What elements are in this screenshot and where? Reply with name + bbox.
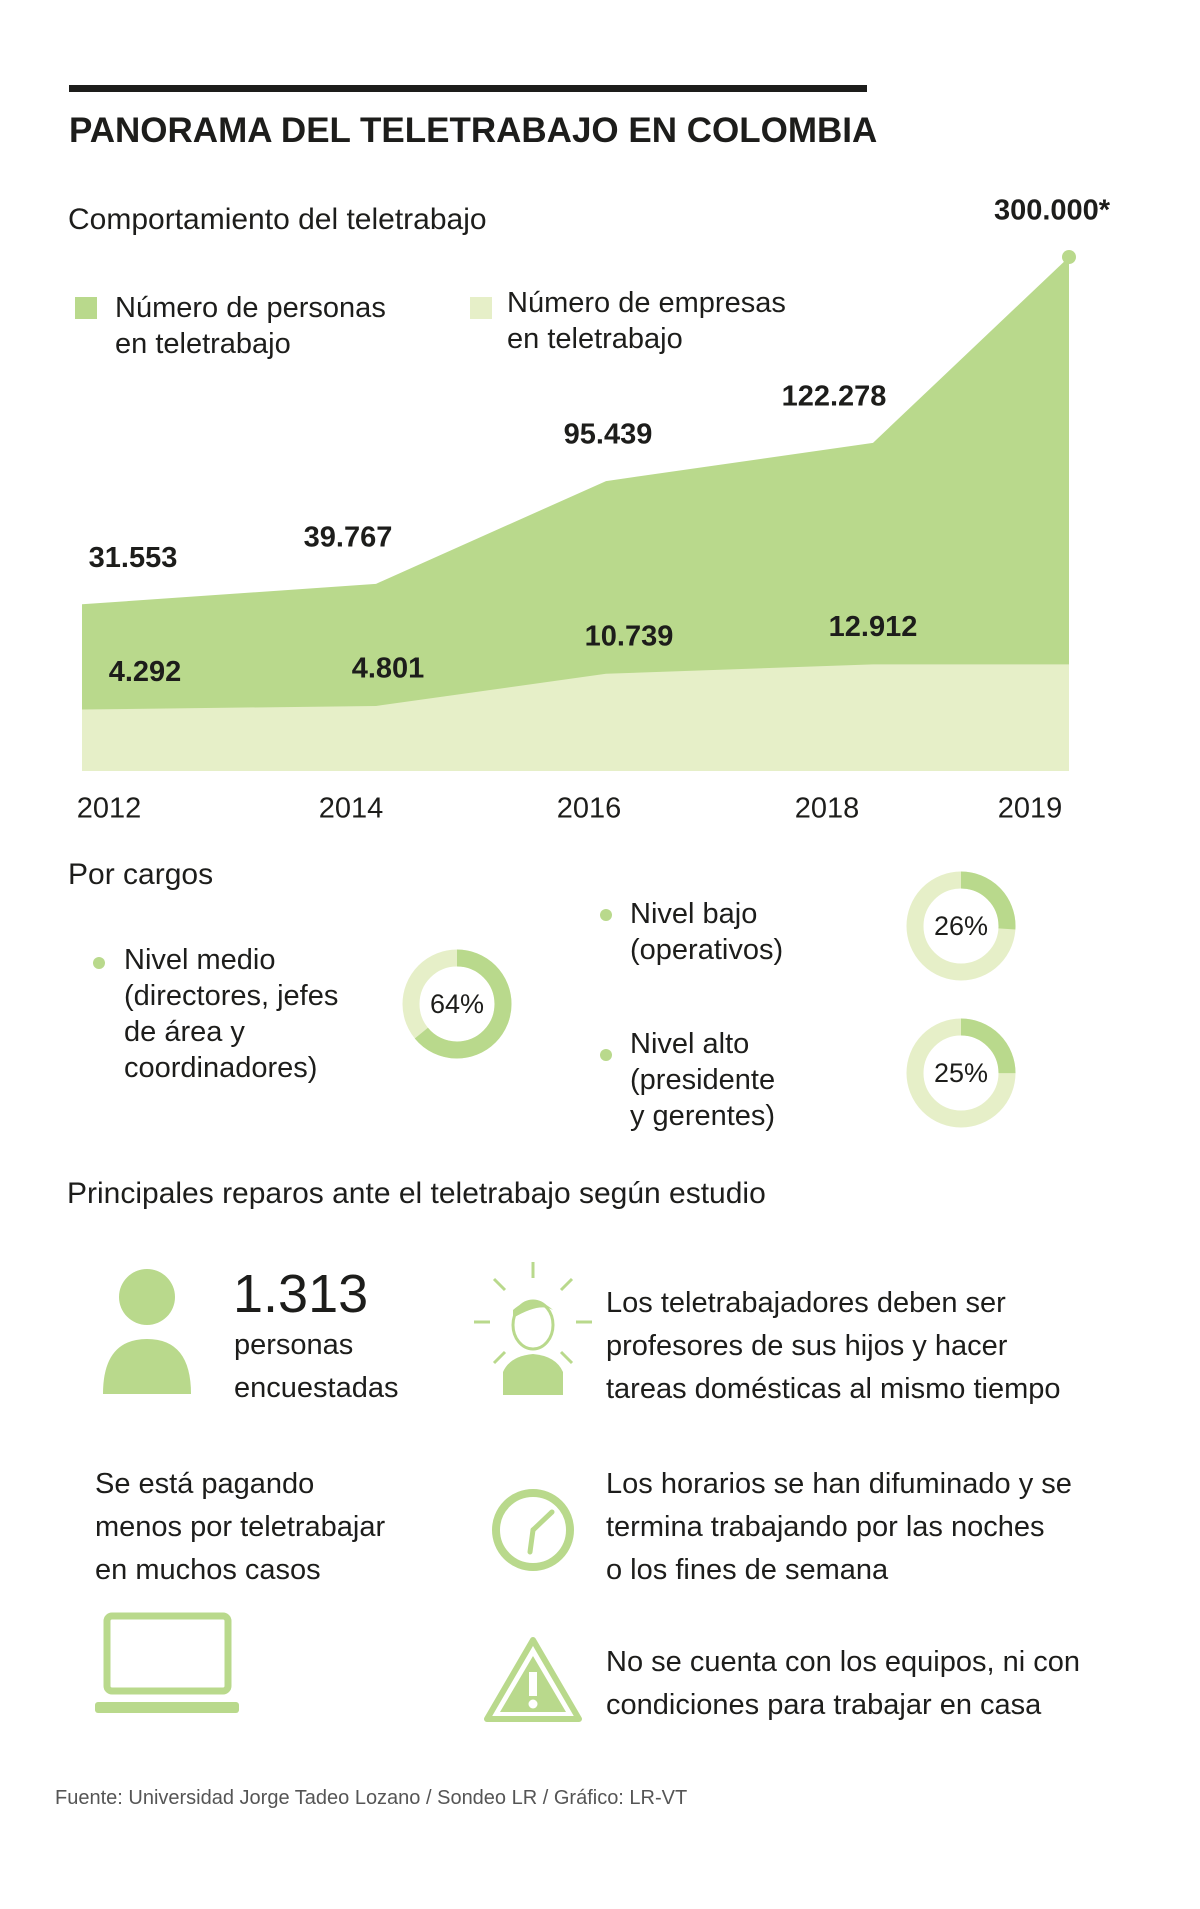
source-note: Fuente: Universidad Jorge Tadeo Lozano /… [55,1787,688,1809]
value-label: 31.553 [89,542,178,574]
value-label: 4.292 [109,656,182,688]
laptop-icon [103,1612,232,1695]
legend-label: Número de personas en teletrabajo [115,292,386,360]
donut-label: 64% [430,989,484,1019]
end-dot [1062,250,1076,264]
page-title: PANORAMA DEL TELETRABAJO EN COLOMBIA [69,111,878,150]
area [82,257,1069,771]
concern-item: Se está pagando menos por teletrabajar e… [95,1468,386,1586]
value-label: 122.278 [782,381,887,413]
value-label: 12.912 [829,611,918,643]
donut-arc [906,1018,1016,1128]
value-label: 10.739 [585,620,674,652]
bullet [600,909,612,921]
concern-item: Los horarios se han difuminado y se term… [606,1468,1072,1586]
warning-dot [528,1699,538,1709]
value-label: 39.767 [304,522,393,554]
legend-label: Número de empresas en teletrabajo [507,287,786,355]
area [82,664,1069,771]
warning-icon [484,1637,582,1722]
survey-count-label: personas encuestadas [234,1329,399,1404]
survey-count: 1.313 [233,1264,369,1324]
chart-title: Comportamiento del teletrabajo [68,203,487,236]
bullet [93,957,105,969]
value-label: 95.439 [564,419,653,451]
donut-arc [402,949,512,1059]
donut-category: Nivel medio (directores, jefes de área y… [124,944,339,1084]
section-title: Principales reparos ante el teletrabajo … [67,1177,766,1210]
idea-person-icon [474,1262,592,1365]
person-icon-head [119,1269,175,1325]
idea-person-hair [513,1301,553,1318]
donut-category: Nivel bajo (operativos) [630,898,784,966]
x-tick-label: 2014 [319,793,384,825]
x-tick-label: 2012 [77,793,142,825]
section-title: Por cargos [68,858,214,891]
donut-label: 26% [934,911,988,941]
value-label: 300.000* [994,195,1111,227]
person-icon-body [103,1339,191,1394]
concern-item: No se cuenta con los equipos, ni con con… [606,1646,1080,1721]
concern-item: Los teletrabajadores deben ser profesore… [606,1287,1061,1405]
donut-category: Nivel alto (presidente y gerentes) [630,1028,776,1132]
x-tick-label: 2019 [998,793,1063,825]
legend-swatch [470,297,492,319]
laptop-base [95,1702,239,1713]
warning-mark [529,1672,537,1696]
bullet [600,1049,612,1061]
clock-hands [527,1509,555,1555]
clock-icon [492,1489,574,1571]
value-label: 4.801 [352,653,425,685]
donut-label: 25% [934,1058,988,1088]
donut-arc [906,871,1016,981]
top-rule [69,85,867,92]
legend-swatch [75,297,97,319]
x-tick-label: 2016 [557,793,622,825]
idea-person-body [503,1354,563,1395]
x-tick-label: 2018 [795,793,860,825]
